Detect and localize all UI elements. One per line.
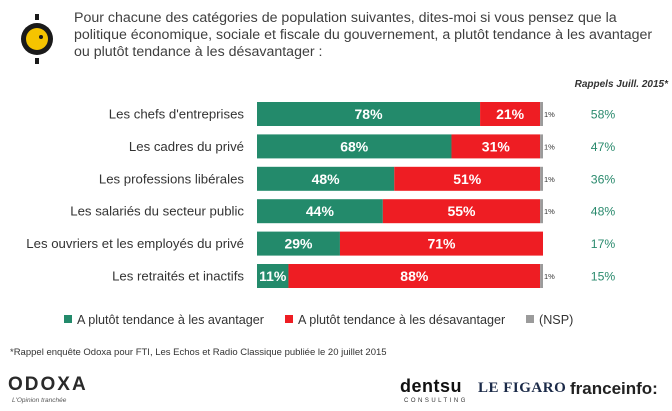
bar-segment-avantager bbox=[257, 264, 289, 288]
category-label: Les chefs d'entreprises bbox=[109, 107, 245, 122]
data-label-desavantager: 55% bbox=[447, 203, 476, 219]
bar-segment-avantager bbox=[257, 231, 340, 256]
bar-segment-nsp bbox=[540, 134, 543, 159]
bar-segment-desavantager bbox=[394, 166, 541, 191]
odoxa-tagline: L'Opinion tranchée bbox=[12, 397, 67, 404]
category-label: Les cadres du privé bbox=[129, 139, 244, 154]
bar-segment-desavantager bbox=[288, 264, 541, 288]
recall-value: 15% bbox=[591, 270, 616, 284]
data-label-nsp: 1% bbox=[544, 272, 555, 281]
data-label-nsp: 1% bbox=[544, 110, 555, 119]
legend-swatch-desavantager bbox=[285, 315, 293, 323]
legend-item-desavantager: A plutôt tendance à les désavantager bbox=[285, 313, 505, 327]
data-label-avantager: 11% bbox=[259, 268, 287, 284]
bar-segment-nsp bbox=[540, 199, 543, 224]
data-label-desavantager: 21% bbox=[496, 106, 525, 122]
category-label: Les retraités et inactifs bbox=[112, 269, 244, 284]
data-label-nsp: 1% bbox=[544, 207, 555, 216]
data-label-desavantager: 51% bbox=[453, 171, 482, 187]
recall-value: 17% bbox=[591, 237, 616, 251]
survey-question: Pour chacune des catégories de populatio… bbox=[74, 10, 653, 60]
category-label: Les professions libérales bbox=[99, 171, 245, 186]
dentsu-logo: dentsu bbox=[400, 376, 463, 396]
bar-segment-avantager bbox=[257, 166, 395, 191]
legend-swatch-avantager bbox=[64, 315, 72, 323]
bar-segment-nsp bbox=[540, 102, 543, 126]
odoxa-emblem-icon bbox=[21, 14, 53, 64]
footnote: *Rappel enquête Odoxa pour FTI, Les Echo… bbox=[10, 347, 387, 358]
le-figaro-logo: LE FIGARO bbox=[478, 380, 567, 396]
dentsu-consulting-label: CONSULTING bbox=[404, 398, 468, 404]
legend-label-avantager: A plutôt tendance à les avantager bbox=[77, 313, 264, 327]
legend-swatch-nsp bbox=[526, 315, 534, 323]
data-label-avantager: 29% bbox=[284, 236, 313, 252]
data-label-avantager: 48% bbox=[312, 171, 341, 187]
bar-segment-desavantager bbox=[339, 231, 543, 256]
bar-segment-nsp bbox=[540, 264, 543, 288]
legend-item-avantager: A plutôt tendance à les avantager bbox=[64, 313, 264, 327]
bar-segment-nsp bbox=[540, 166, 543, 191]
stacked-bar-chart: Les chefs d'entreprises 78% 21% 1% 58% Les ca… bbox=[26, 102, 616, 288]
bar-segment-desavantager bbox=[382, 199, 541, 224]
recall-value: 36% bbox=[591, 172, 616, 186]
bar-segment-avantager bbox=[257, 102, 481, 126]
recall-value: 58% bbox=[591, 108, 616, 122]
data-label-nsp: 1% bbox=[544, 175, 555, 184]
data-label-desavantager: 88% bbox=[400, 268, 429, 284]
odoxa-logo: ODOXA bbox=[8, 374, 88, 395]
bar-segment-desavantager bbox=[451, 134, 541, 159]
category-label: Les salariés du secteur public bbox=[70, 204, 244, 219]
recall-value: 47% bbox=[591, 140, 616, 154]
legend-label-nsp: (NSP) bbox=[539, 313, 574, 327]
category-label: Les ouvriers et les employés du privé bbox=[26, 236, 244, 251]
legend-label-desavantager: A plutôt tendance à les désavantager bbox=[298, 313, 506, 327]
data-label-avantager: 68% bbox=[340, 138, 369, 154]
data-label-nsp: 1% bbox=[544, 142, 555, 151]
recall-header: Rappels Juill. 2015* bbox=[574, 79, 668, 90]
data-label-avantager: 44% bbox=[306, 203, 335, 219]
data-label-desavantager: 31% bbox=[482, 138, 511, 154]
bar-segment-avantager bbox=[257, 134, 452, 159]
data-label-avantager: 78% bbox=[355, 106, 384, 122]
bar-segment-avantager bbox=[257, 199, 383, 224]
data-label-desavantager: 71% bbox=[427, 236, 456, 252]
recall-value: 48% bbox=[591, 205, 616, 219]
bar-segment-desavantager bbox=[480, 102, 541, 126]
franceinfo-logo: franceinfo: bbox=[570, 379, 658, 398]
legend-item-nsp: (NSP) bbox=[526, 313, 573, 327]
